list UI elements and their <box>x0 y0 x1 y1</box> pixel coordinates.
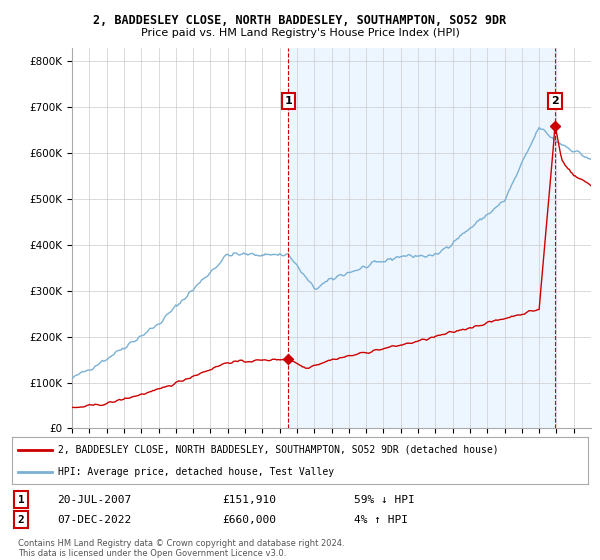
Text: HPI: Average price, detached house, Test Valley: HPI: Average price, detached house, Test… <box>58 466 334 477</box>
Text: 1: 1 <box>284 96 292 106</box>
Text: 1: 1 <box>17 494 25 505</box>
Text: 07-DEC-2022: 07-DEC-2022 <box>57 515 131 525</box>
Text: 2: 2 <box>17 515 25 525</box>
Text: £660,000: £660,000 <box>222 515 276 525</box>
Text: 2, BADDESLEY CLOSE, NORTH BADDESLEY, SOUTHAMPTON, SO52 9DR (detached house): 2, BADDESLEY CLOSE, NORTH BADDESLEY, SOU… <box>58 445 499 455</box>
Bar <box>288 48 555 428</box>
Text: £151,910: £151,910 <box>222 494 276 505</box>
Text: Price paid vs. HM Land Registry's House Price Index (HPI): Price paid vs. HM Land Registry's House … <box>140 28 460 38</box>
Text: 2, BADDESLEY CLOSE, NORTH BADDESLEY, SOUTHAMPTON, SO52 9DR: 2, BADDESLEY CLOSE, NORTH BADDESLEY, SOU… <box>94 14 506 27</box>
Text: 2: 2 <box>551 96 559 106</box>
Text: 4% ↑ HPI: 4% ↑ HPI <box>354 515 408 525</box>
Text: 59% ↓ HPI: 59% ↓ HPI <box>354 494 415 505</box>
Text: Contains HM Land Registry data © Crown copyright and database right 2024.
This d: Contains HM Land Registry data © Crown c… <box>18 539 344 558</box>
Text: 20-JUL-2007: 20-JUL-2007 <box>57 494 131 505</box>
